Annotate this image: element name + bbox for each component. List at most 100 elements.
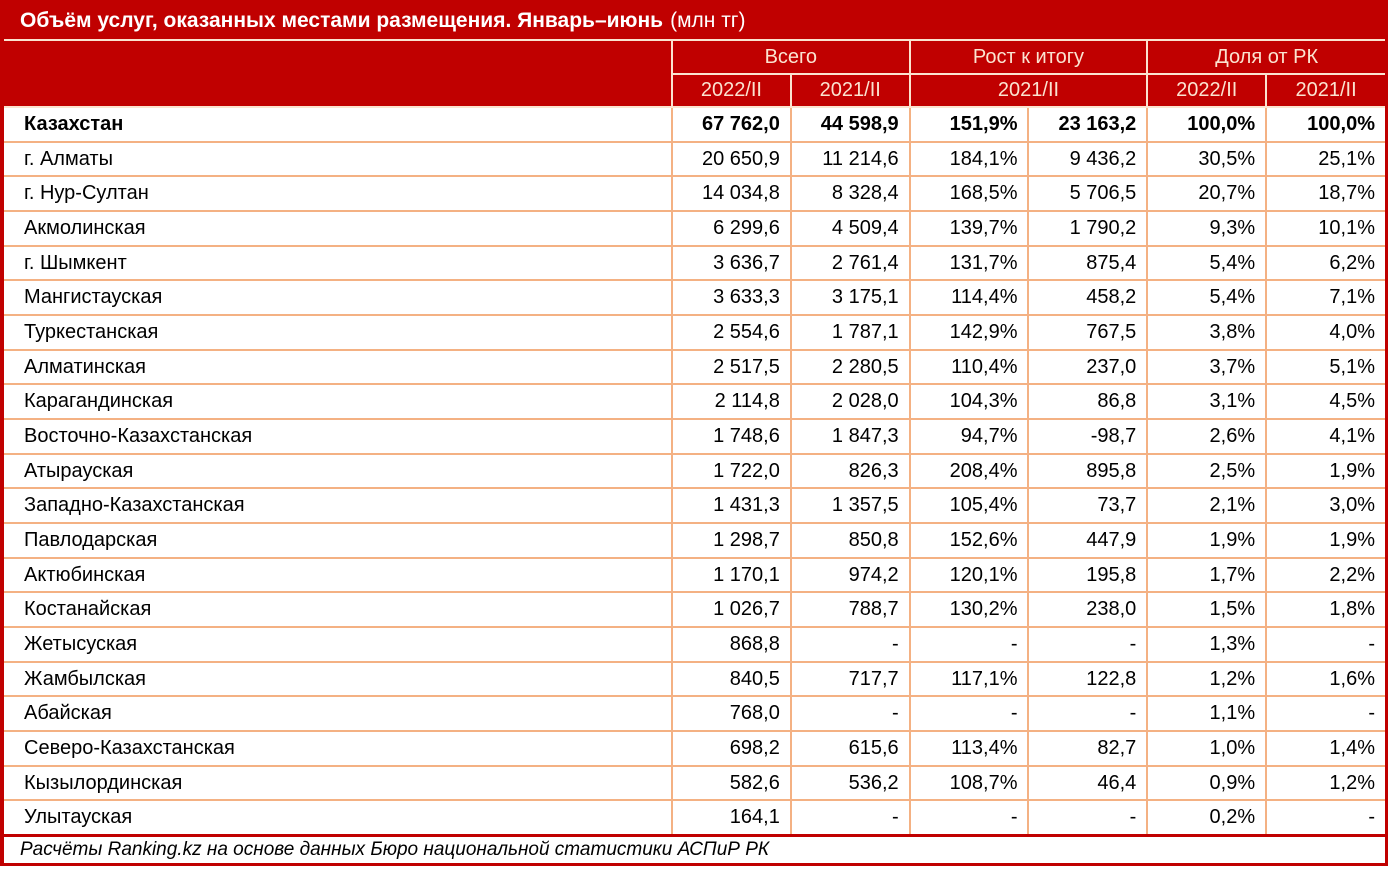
value-cell: 195,8: [1027, 556, 1149, 594]
value-cell: 3 636,7: [671, 244, 792, 282]
value-cell: -: [1265, 626, 1385, 663]
value-cell: 3,8%: [1146, 314, 1268, 351]
value-cell: 1,4%: [1265, 730, 1385, 767]
value-cell: 1,5%: [1146, 591, 1268, 629]
table-row: Абайская 768,0- - -1,1% -: [4, 695, 1385, 733]
table-row: Алматинская 2 517,5 2 280,5 110,4% 237,0 3,7%…: [4, 348, 1385, 386]
value-cell: 237,0: [1027, 348, 1149, 386]
table-row: Восточно-Казахстанская 1 748,6 1 847,3 94,7…: [4, 418, 1385, 455]
value-cell: 1,9%: [1265, 522, 1385, 559]
value-cell: 67 762,0: [671, 107, 792, 143]
value-cell: 25,1%: [1265, 140, 1385, 178]
value-cell: 717,7: [789, 660, 911, 698]
value-cell: 18,7%: [1265, 175, 1385, 213]
value-cell: 2 554,6: [671, 314, 792, 351]
region-name-cell: Улытауская: [4, 799, 673, 834]
value-cell: 4,5%: [1265, 383, 1385, 421]
column-group-growth: Рост к итогу: [908, 41, 1149, 75]
table-header: Всего Рост к итогу Доля от РК 2022/II 20…: [4, 41, 1385, 108]
value-cell: 1,8%: [1265, 591, 1385, 629]
value-cell: 5,1%: [1265, 348, 1385, 386]
value-cell: 9 436,2: [1027, 140, 1149, 178]
value-cell: 110,4%: [908, 348, 1030, 386]
region-name-cell: г. Нур-Султан: [4, 175, 673, 213]
value-cell: 208,4%: [908, 452, 1030, 490]
value-cell: 2,2%: [1265, 556, 1385, 594]
table-row: Мангистауская 3 633,3 3 175,1 114,4% 458,2 5,…: [4, 279, 1385, 317]
value-cell: 8 328,4: [789, 175, 911, 213]
value-cell: 94,7%: [908, 418, 1030, 455]
value-cell: 768,0: [671, 695, 792, 733]
value-cell: 100,0%: [1265, 107, 1385, 143]
column-group-share: Доля от РК: [1146, 41, 1385, 75]
value-cell: 2,1%: [1146, 487, 1268, 525]
value-cell: 1 298,7: [671, 522, 792, 559]
value-cell: 14 034,8: [671, 175, 792, 213]
table-row: г. Шымкент 3 636,7 2 761,4 131,7% 875,4 5,4% 6…: [4, 244, 1385, 282]
value-cell: 1 026,7: [671, 591, 792, 629]
value-cell: 6,2%: [1265, 244, 1385, 282]
value-cell: -: [908, 799, 1030, 834]
table-row: Кызылординская 582,6 536,2 108,7% 46,4 0,9% 1,…: [4, 764, 1385, 802]
value-cell: 850,8: [789, 522, 911, 559]
region-name-cell: Западно-Казахстанская: [4, 487, 673, 525]
value-cell: 1,0%: [1146, 730, 1268, 767]
value-cell: 3 175,1: [789, 279, 911, 317]
value-cell: 151,9%: [908, 107, 1030, 143]
region-name-cell: Карагандинская: [4, 383, 673, 421]
table-row: Улытауская 164,1- - -0,2% -: [4, 799, 1385, 834]
services-table: Всего Рост к итогу Доля от РК 2022/II 20…: [4, 41, 1385, 834]
value-cell: 114,4%: [908, 279, 1030, 317]
value-cell: 1,2%: [1146, 660, 1268, 698]
sub-header-total-2021: 2021/II: [789, 74, 911, 108]
value-cell: 184,1%: [908, 140, 1030, 178]
value-cell: 82,7: [1027, 730, 1149, 767]
value-cell: 1 170,1: [671, 556, 792, 594]
sub-header-growth-2021: 2021/II: [908, 74, 1149, 108]
value-cell: 86,8: [1027, 383, 1149, 421]
value-cell: 100,0%: [1146, 107, 1268, 143]
value-cell: 1 847,3: [789, 418, 911, 455]
table-row: Жамбылская 840,5 717,7 117,1% 122,8 1,2% 1,6%: [4, 660, 1385, 698]
value-cell: 698,2: [671, 730, 792, 767]
table-container: Всего Рост к итогу Доля от РК 2022/II 20…: [4, 41, 1385, 834]
value-cell: 117,1%: [908, 660, 1030, 698]
value-cell: 2,6%: [1146, 418, 1268, 455]
value-cell: 122,8: [1027, 660, 1149, 698]
value-cell: 164,1: [671, 799, 792, 834]
region-name-cell: Павлодарская: [4, 522, 673, 559]
value-cell: 458,2: [1027, 279, 1149, 317]
value-cell: 105,4%: [908, 487, 1030, 525]
value-cell: 1,6%: [1265, 660, 1385, 698]
region-name-cell: Абайская: [4, 695, 673, 733]
region-name-cell: Акмолинская: [4, 210, 673, 247]
value-cell: 120,1%: [908, 556, 1030, 594]
region-name-cell: Казахстан: [4, 107, 673, 143]
region-name-cell: Мангистауская: [4, 279, 673, 317]
value-cell: -: [789, 695, 911, 733]
value-cell: 2 761,4: [789, 244, 911, 282]
value-cell: 1 357,5: [789, 487, 911, 525]
value-cell: 1,3%: [1146, 626, 1268, 663]
value-cell: 20,7%: [1146, 175, 1268, 213]
value-cell: -: [789, 799, 911, 834]
value-cell: 1 787,1: [789, 314, 911, 351]
report-title-unit: (млн тг): [670, 9, 746, 32]
value-cell: 168,5%: [908, 175, 1030, 213]
value-cell: -: [908, 626, 1030, 663]
value-cell: 974,2: [789, 556, 911, 594]
sub-header-total-2022: 2022/II: [671, 74, 792, 108]
region-name-cell: Кызылординская: [4, 764, 673, 802]
value-cell: -: [789, 626, 911, 663]
value-cell: 104,3%: [908, 383, 1030, 421]
value-cell: 46,4: [1027, 764, 1149, 802]
value-cell: 0,9%: [1146, 764, 1268, 802]
region-name-cell: Атырауская: [4, 452, 673, 490]
source-note: Расчёты Ranking.kz на основе данных Бюро…: [4, 834, 1385, 863]
value-cell: 1 431,3: [671, 487, 792, 525]
value-cell: 536,2: [789, 764, 911, 802]
region-name-cell: Костанайская: [4, 591, 673, 629]
region-name-cell: Жетысуская: [4, 626, 673, 663]
sub-header-share-2021: 2021/II: [1265, 74, 1385, 108]
